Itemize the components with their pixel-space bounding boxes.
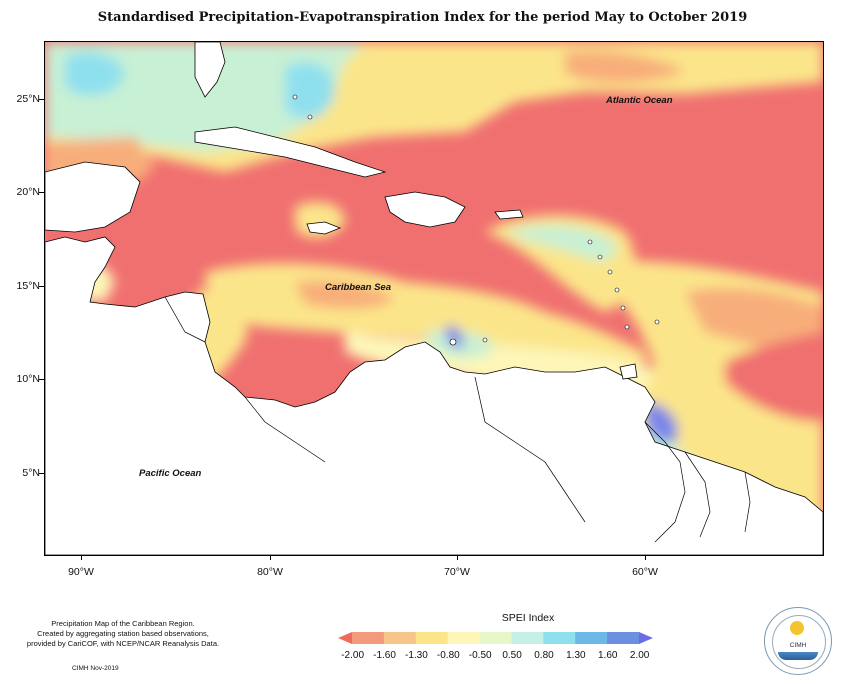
atlantic-ocean-label: Atlantic Ocean [606, 95, 673, 106]
sun-icon [790, 621, 804, 635]
legend-swatch [511, 632, 544, 644]
legend-tick-label: -1.30 [405, 650, 428, 661]
legend-colorbar [338, 632, 653, 644]
legend-tick-label: 1.30 [566, 650, 586, 661]
lat-label-25n: 25°N [16, 93, 40, 105]
lat-tick [39, 286, 44, 287]
logo-ring [772, 615, 826, 669]
legend-swatch [352, 632, 385, 644]
caribbean-sea-label: Caribbean Sea [325, 282, 391, 293]
landmass [45, 42, 823, 555]
credit-text: CIMH Nov-2019 [72, 665, 119, 672]
legend-tick-label: 2.00 [629, 650, 650, 661]
cimh-logo: CIMH [764, 607, 832, 675]
footnote-line-1: Precipitation Map of the Caribbean Regio… [51, 619, 195, 628]
legend-tick-label: -0.80 [436, 650, 460, 661]
legend-tick-label: -1.60 [373, 650, 396, 661]
lon-tick [457, 555, 458, 560]
legend-tick-label: 0.80 [534, 650, 554, 661]
spei-field [45, 42, 823, 555]
logo-text: CIMH [789, 642, 807, 649]
lon-label-60w: 60°W [632, 566, 658, 578]
map-title: Standardised Precipitation-Evapotranspir… [97, 10, 748, 25]
lon-label-90w: 90°W [68, 566, 94, 578]
lesser-antilles [292, 94, 660, 346]
legend-tick-label: 0.50 [502, 650, 522, 661]
legend-tick-label: 1.60 [598, 650, 618, 661]
legend-tick-labels: -2.00 -1.60 -1.30 -0.80 -0.50 0.50 0.80 1.30 1.6… [341, 650, 652, 664]
legend-arrow-right [639, 632, 653, 644]
lon-tick [81, 555, 82, 560]
lat-label-10n: 10°N [16, 373, 40, 385]
lon-tick [645, 555, 646, 560]
map-area [44, 41, 824, 556]
pacific-ocean-label: Pacific Ocean [139, 468, 202, 479]
lon-tick [270, 555, 271, 560]
legend-swatch [575, 632, 608, 644]
footnote-line-2: Created by aggregating station based obs… [37, 629, 209, 638]
legend-arrow-left [338, 632, 352, 644]
legend-title: SPEI Index [501, 612, 555, 624]
legend-swatch [607, 632, 640, 644]
legend-swatch [543, 632, 576, 644]
lon-label-80w: 80°W [257, 566, 283, 578]
legend-swatch [415, 632, 449, 644]
lat-tick [39, 99, 44, 100]
waves-icon [778, 652, 818, 660]
lat-tick [39, 473, 44, 474]
footnote-line-3: provided by CariCOF, with NCEP/NCAR Rean… [26, 639, 220, 648]
legend-tick-label: -2.00 [341, 650, 365, 661]
lat-tick [39, 379, 44, 380]
lat-tick [39, 192, 44, 193]
lat-label-20n: 20°N [16, 186, 40, 198]
lat-label-5n: 5°N [22, 467, 40, 479]
map-footnote: Precipitation Map of the Caribbean Regio… [8, 619, 238, 649]
lat-label-15n: 15°N [16, 280, 40, 292]
legend-swatch [447, 632, 481, 644]
legend-swatch [479, 632, 512, 644]
lon-label-70w: 70°W [444, 566, 470, 578]
legend-swatch [383, 632, 417, 644]
country-borders [164, 296, 751, 543]
legend-tick-label: -0.50 [468, 650, 492, 661]
